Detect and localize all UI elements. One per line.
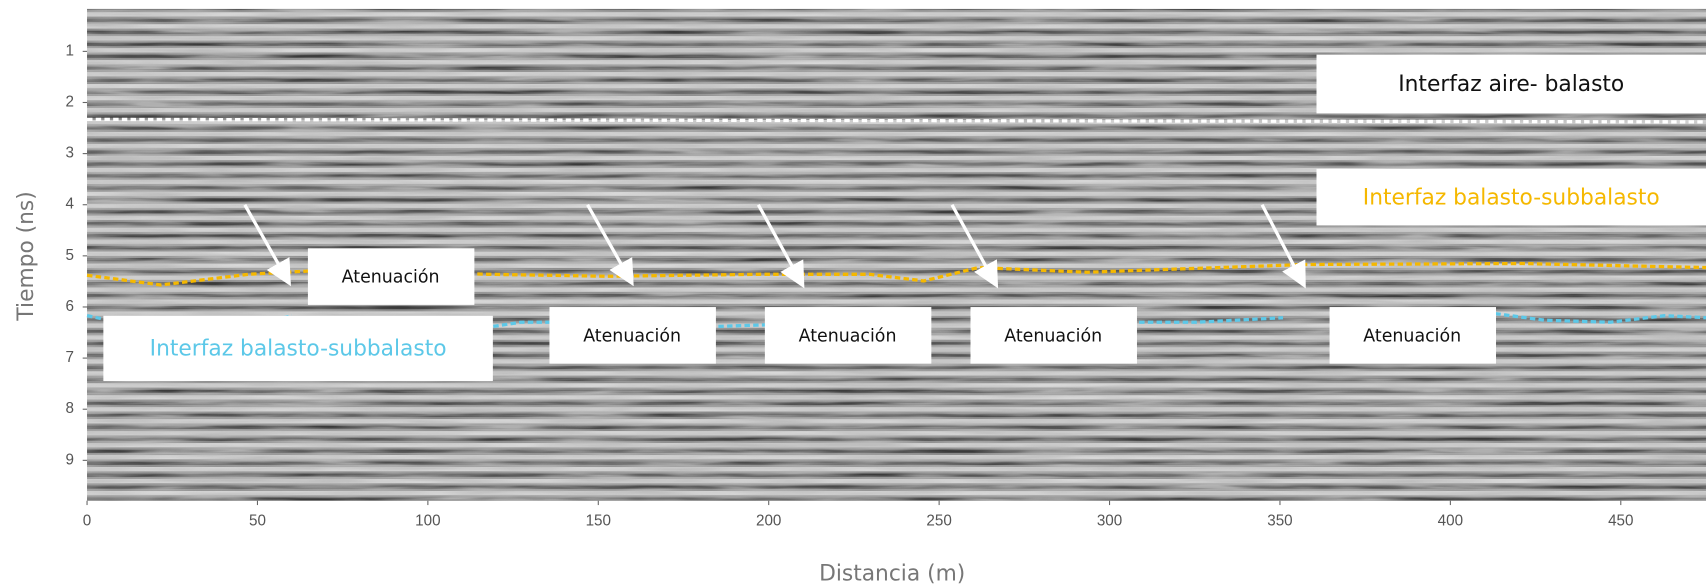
legend-label: Interfaz balasto-subbalasto — [1363, 185, 1660, 210]
y-tick-label: 9 — [66, 451, 74, 468]
arrow — [950, 203, 999, 289]
y-tick-label: 3 — [66, 145, 74, 162]
legend-entry: Interfaz balasto-subbalasto — [1316, 168, 1706, 226]
label-box — [1316, 54, 1706, 114]
y-tick-label: 6 — [66, 298, 74, 315]
annotation-box — [1329, 307, 1497, 364]
y-tick-label: 1 — [66, 42, 74, 59]
y-tick-label: 2 — [66, 94, 74, 111]
y-tick-label: 8 — [66, 400, 74, 417]
annotation-box — [307, 248, 475, 305]
arrow — [243, 203, 291, 287]
arrow — [756, 203, 805, 289]
arrow — [1260, 204, 1306, 289]
x-tick-label: 450 — [1608, 512, 1633, 529]
y-tick-label: 7 — [66, 349, 74, 366]
annotation-text: Atenuación — [1004, 326, 1102, 346]
annotation: Atenuación — [1329, 307, 1497, 364]
y-axis-label: Tiempo (ns) — [14, 191, 39, 321]
annotation: Atenuación — [970, 307, 1137, 364]
x-tick-label: 0 — [83, 512, 91, 529]
annotation: Atenuación — [307, 248, 475, 305]
label-box — [103, 315, 493, 382]
arrow — [586, 203, 634, 287]
annotation-text: Atenuación — [799, 326, 897, 346]
legend-label: Interfaz aire- balasto — [1398, 72, 1624, 97]
x-tick-label: 200 — [756, 512, 781, 529]
x-tick-label: 250 — [926, 512, 951, 529]
y-tick-label: 4 — [66, 196, 75, 213]
x-tick-label: 150 — [586, 512, 611, 529]
annotation-text: Atenuación — [342, 268, 440, 288]
interface-line — [86, 261, 1706, 287]
annotation: Atenuación — [549, 307, 716, 364]
annotation: Atenuación — [764, 307, 932, 364]
annotation-text: Atenuación — [1363, 326, 1461, 346]
annotation-text: Atenuación — [583, 326, 681, 346]
y-tick-label: 5 — [66, 247, 74, 264]
x-axis-label: Distancia (m) — [819, 562, 965, 587]
interface-line — [87, 117, 1706, 124]
label-box — [1316, 168, 1706, 226]
annotation-box — [970, 307, 1137, 364]
legend-entry: Interfaz balasto-subbalasto — [103, 315, 493, 382]
x-tick-label: 50 — [249, 512, 266, 529]
x-tick-label: 100 — [415, 512, 440, 529]
x-tick-label: 350 — [1267, 512, 1292, 529]
legend-entry: Interfaz aire- balasto — [1316, 54, 1706, 114]
x-tick-label: 400 — [1438, 512, 1463, 529]
annotation-box — [549, 307, 716, 364]
annotation-box — [764, 307, 932, 364]
x-tick-label: 300 — [1097, 512, 1122, 529]
legend-label: Interfaz balasto-subbalasto — [150, 336, 447, 361]
arrows — [243, 203, 1306, 289]
